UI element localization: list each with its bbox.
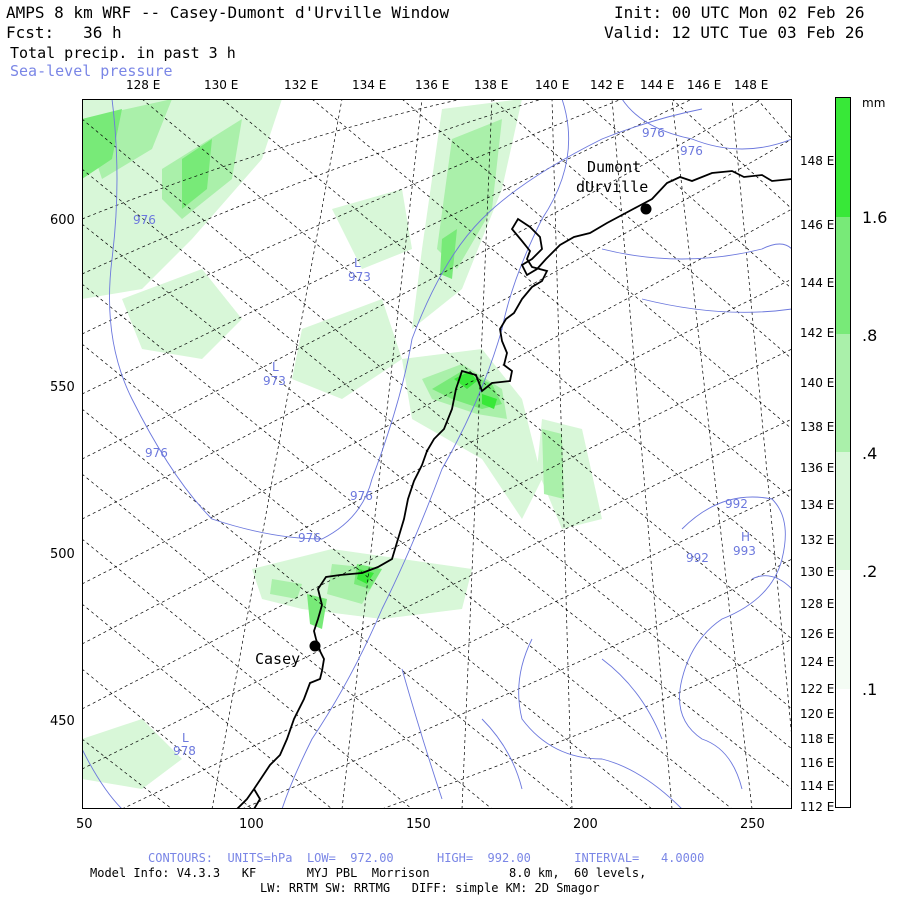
init-time: Init: 00 UTC Mon 02 Feb 26 [614, 3, 865, 22]
colorbar-segment-0-8 [836, 217, 850, 334]
pressure-label: L [272, 360, 279, 374]
colorbar-segment-empty [836, 689, 850, 807]
dumont-label: Dumont [587, 158, 642, 176]
bottom-tick: 100 [239, 817, 264, 832]
top-tick: 138 E [474, 78, 509, 92]
casey-label: Casey [255, 650, 301, 668]
colorbar-label: 1.6 [862, 208, 888, 227]
valid-time: Valid: 12 UTC Tue 03 Feb 26 [604, 23, 865, 42]
bottom-tick: 50 [76, 817, 93, 832]
bottom-tick: 150 [406, 817, 431, 832]
right-tick: 136 E [800, 461, 835, 475]
colorbar-segment-0-4 [836, 334, 850, 452]
right-tick: 122 E [800, 682, 835, 696]
pressure-contours [82, 99, 792, 809]
colorbar-label: .4 [862, 444, 878, 463]
pressure-label: 993 [733, 544, 756, 558]
top-tick: 146 E [687, 78, 722, 92]
top-tick: 128 E [126, 78, 161, 92]
right-tick: 134 E [800, 498, 835, 512]
right-tick: 124 E [800, 655, 835, 669]
pressure-label: 973 [348, 270, 371, 284]
forecast-hour: Fcst: 36 h [6, 23, 122, 42]
colorbar-label: .2 [862, 562, 878, 581]
dumont-durville-station-marker [640, 203, 652, 215]
precip-shading [82, 99, 602, 789]
physics-info: LW: RRTM SW: RRTMG DIFF: simple KM: 2D S… [260, 881, 600, 895]
pressure-label: L [354, 256, 361, 270]
top-tick: 134 E [352, 78, 387, 92]
pressure-label: 976 [298, 531, 321, 545]
pressure-label: 992 [725, 497, 748, 511]
durville-label: dUrville [576, 178, 649, 196]
right-tick: 140 E [800, 376, 835, 390]
top-tick: 144 E [640, 78, 675, 92]
pressure-label: 976 [350, 489, 373, 503]
pressure-label: 976 [145, 446, 168, 460]
right-tick: 128 E [800, 597, 835, 611]
right-tick: 142 E [800, 326, 835, 340]
top-tick: 136 E [415, 78, 450, 92]
right-tick: 138 E [800, 420, 835, 434]
colorbar-unit: mm [862, 96, 886, 110]
map-title: AMPS 8 km WRF -- Casey-Dumont d'Urville … [6, 3, 450, 22]
model-info: Model Info: V4.3.3 KF MYJ PBL Morrison 8… [90, 866, 647, 880]
right-tick: 144 E [800, 276, 835, 290]
top-tick: 140 E [535, 78, 570, 92]
right-tick: 130 E [800, 565, 835, 579]
casey-station-marker [309, 640, 321, 652]
right-tick: 120 E [800, 707, 835, 721]
top-tick: 142 E [590, 78, 625, 92]
pressure-label: 978 [173, 744, 196, 758]
top-tick: 132 E [284, 78, 319, 92]
top-tick: 130 E [204, 78, 239, 92]
right-tick: 146 E [800, 218, 835, 232]
bottom-tick: 200 [573, 817, 598, 832]
pressure-label: 976 [133, 213, 156, 227]
pressure-label: 976 [680, 144, 703, 158]
colorbar-label: .1 [862, 680, 878, 699]
colorbar-label: .8 [862, 326, 878, 345]
field-name: Total precip. in past 3 h [10, 44, 236, 62]
overlay-name: Sea-level pressure [10, 62, 173, 80]
map-frame [82, 99, 792, 809]
right-tick: 112 E [800, 800, 835, 814]
pressure-label: 973 [263, 374, 286, 388]
contour-info: CONTOURS: UNITS=hPa LOW= 972.00 HIGH= 99… [148, 851, 705, 865]
pressure-label: 976 [642, 126, 665, 140]
right-tick: 118 E [800, 732, 835, 746]
graticule [82, 99, 792, 809]
right-tick: 116 E [800, 756, 835, 770]
left-tick: 500 [50, 547, 75, 562]
bottom-tick: 250 [740, 817, 765, 832]
colorbar-segment-0-1 [836, 570, 850, 689]
right-tick: 126 E [800, 627, 835, 641]
pressure-label: H [741, 530, 751, 544]
right-tick: 132 E [800, 533, 835, 547]
left-tick: 600 [50, 213, 75, 228]
left-tick: 550 [50, 380, 75, 395]
precip-colorbar [835, 97, 851, 808]
left-tick: 450 [50, 714, 75, 729]
pressure-label: L [182, 731, 189, 745]
colorbar-segment-0-2 [836, 452, 850, 570]
top-tick: 148 E [734, 78, 769, 92]
colorbar-segment-1-6 [836, 98, 850, 217]
map-panel [82, 99, 792, 809]
right-tick: 114 E [800, 779, 835, 793]
right-tick: 148 E [800, 154, 835, 168]
pressure-label: 992 [686, 551, 709, 565]
